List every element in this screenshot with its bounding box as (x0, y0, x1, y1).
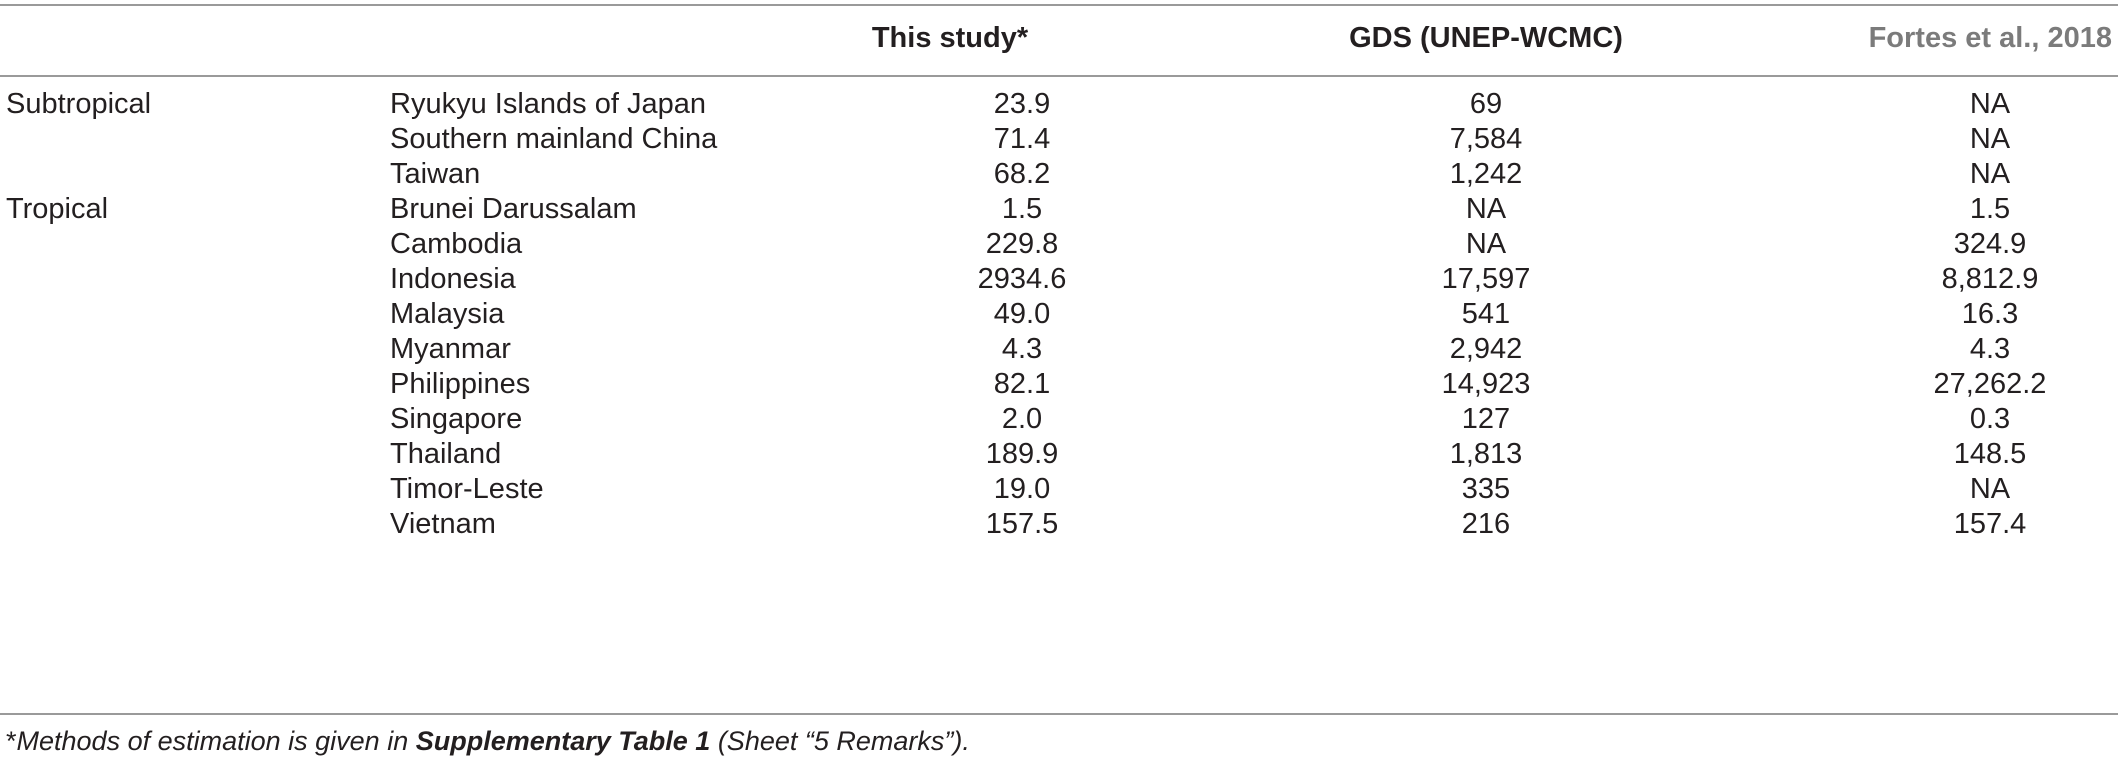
footnote: *Methods of estimation is given in Suppl… (6, 726, 970, 757)
fortes-cell: 0.3 (1969, 403, 2011, 435)
country-cell: Indonesia (390, 263, 516, 295)
this-study-cell: 4.3 (1001, 333, 1043, 365)
country-cell: Malaysia (390, 298, 505, 330)
this-study-cell: 1.5 (1001, 193, 1043, 225)
table-row: Indonesia 2934.6 17,597 8,812.9 (0, 256, 2118, 303)
gds-cell: NA (1465, 193, 1507, 225)
fortes-cell: 1.5 (1969, 193, 2011, 225)
fortes-cell: 27,262.2 (1933, 368, 2047, 400)
header-gds: GDS (UNEP-WCMC) (1349, 22, 1623, 54)
fortes-cell: 8,812.9 (1941, 263, 2039, 295)
fortes-cell: NA (1969, 123, 2011, 155)
table-row: Tropical Brunei Darussalam 1.5 NA 1.5 (0, 186, 2118, 233)
gds-cell: 335 (1461, 473, 1511, 505)
country-cell: Ryukyu Islands of Japan (390, 88, 706, 120)
table-row: Singapore 2.0 127 0.3 (0, 396, 2118, 443)
gds-cell: 1,813 (1449, 438, 1523, 470)
gds-cell: 541 (1461, 298, 1511, 330)
this-study-cell: 82.1 (993, 368, 1051, 400)
gds-cell: 2,942 (1449, 333, 1523, 365)
table-row: Myanmar 4.3 2,942 4.3 (0, 326, 2118, 373)
country-cell: Thailand (390, 438, 502, 470)
gds-cell: 216 (1461, 508, 1511, 540)
header-rule (0, 75, 2118, 77)
this-study-cell: 19.0 (993, 473, 1051, 505)
this-study-cell: 2.0 (1001, 403, 1043, 435)
country-cell: Myanmar (390, 333, 511, 365)
footnote-text-end: (Sheet “5 Remarks”). (710, 726, 970, 756)
gds-cell: 1,242 (1449, 158, 1523, 190)
fortes-cell: NA (1969, 158, 2011, 190)
table-row: Philippines 82.1 14,923 27,262.2 (0, 361, 2118, 408)
table-bottom-rule (0, 713, 2118, 715)
footnote-marker: * (6, 726, 17, 756)
table-row: Timor-Leste 19.0 335 NA (0, 466, 2118, 513)
this-study-cell: 2934.6 (977, 263, 1067, 295)
this-study-cell: 23.9 (993, 88, 1051, 120)
this-study-cell: 49.0 (993, 298, 1051, 330)
header-this-study: This study* (871, 22, 1029, 54)
table-row: Taiwan 68.2 1,242 NA (0, 151, 2118, 198)
table-row: Vietnam 157.5 216 157.4 (0, 501, 2118, 548)
country-cell: Singapore (390, 403, 523, 435)
table-row: Subtropical Ryukyu Islands of Japan 23.9 69… (0, 81, 2118, 128)
fortes-cell: 148.5 (1953, 438, 2027, 470)
header-fortes: Fortes et al., 2018 (1868, 22, 2112, 54)
this-study-cell: 229.8 (985, 228, 1059, 260)
fortes-cell: NA (1969, 473, 2011, 505)
table-row: Southern mainland China 71.4 7,584 NA (0, 116, 2118, 163)
country-cell: Vietnam (390, 508, 496, 540)
this-study-cell: 71.4 (993, 123, 1051, 155)
table-top-rule (0, 4, 2118, 6)
gds-cell: 17,597 (1441, 263, 1531, 295)
country-cell: Taiwan (390, 158, 481, 190)
country-cell: Philippines (390, 368, 531, 400)
country-cell: Cambodia (390, 228, 523, 260)
country-cell: Southern mainland China (390, 123, 718, 155)
country-cell: Timor-Leste (390, 473, 544, 505)
region-cell: Subtropical (6, 88, 152, 120)
fortes-cell: 16.3 (1961, 298, 2019, 330)
country-cell: Brunei Darussalam (390, 193, 637, 225)
gds-cell: NA (1465, 228, 1507, 260)
table-row: Cambodia 229.8 NA 324.9 (0, 221, 2118, 268)
gds-cell: 14,923 (1441, 368, 1531, 400)
fortes-cell: 324.9 (1953, 228, 2027, 260)
this-study-cell: 189.9 (985, 438, 1059, 470)
gds-cell: 127 (1461, 403, 1511, 435)
this-study-cell: 157.5 (985, 508, 1059, 540)
gds-cell: 69 (1469, 88, 1503, 120)
region-cell: Tropical (6, 193, 109, 225)
fortes-cell: 157.4 (1953, 508, 2027, 540)
fortes-cell: 4.3 (1969, 333, 2011, 365)
table-row: Thailand 189.9 1,813 148.5 (0, 431, 2118, 478)
gds-cell: 7,584 (1449, 123, 1523, 155)
fortes-cell: NA (1969, 88, 2011, 120)
this-study-cell: 68.2 (993, 158, 1051, 190)
footnote-bold-ref: Supplementary Table 1 (415, 726, 711, 756)
table-row: Malaysia 49.0 541 16.3 (0, 291, 2118, 338)
footnote-text: Methods of estimation is given in (16, 726, 416, 756)
